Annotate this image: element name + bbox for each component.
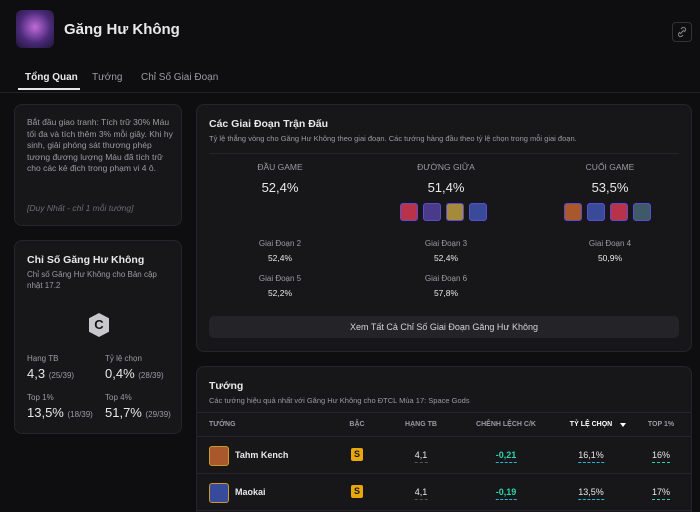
place-delta: -0,21 [495, 450, 517, 463]
card-title: Các Giai Đoạn Trận Đấu [209, 118, 329, 130]
table-row[interactable] [197, 474, 691, 511]
top1-rate: 17% [651, 487, 671, 500]
page-title: Găng Hư Không [64, 21, 180, 38]
stat-label: Hạng TB [27, 354, 59, 363]
phase-label: ĐẦU GAME [257, 162, 303, 172]
column-header[interactable]: TỶ LỆ CHỌN [569, 421, 613, 428]
tier-badge: C [89, 313, 109, 337]
top1-rate: 16% [651, 450, 671, 463]
champion-icon [446, 203, 464, 221]
top1-rate: 16% [651, 450, 671, 463]
stage-label: Giai Đoạn 6 [424, 274, 468, 283]
stat-value: 13,5% (18/39) [27, 405, 93, 420]
item-icon [16, 10, 54, 48]
stat-label: Tỷ lệ chọn [105, 354, 142, 363]
avg-place: 4,1 [414, 450, 428, 463]
stat-value: 51,7% (29/39) [105, 405, 171, 420]
stats-card: Chỉ Số Găng Hư Không Chỉ số Găng Hư Khôn… [14, 240, 182, 434]
tab[interactable]: Tướng [92, 72, 123, 83]
champion-icon [209, 483, 229, 503]
column-header[interactable]: HẠNG TB [405, 421, 437, 428]
stage-label: Giai Đoạn 5 [258, 274, 302, 283]
stat-value: 0,4% [105, 366, 135, 381]
place-delta: -0,21 [495, 450, 517, 463]
sort-arrow [620, 423, 626, 427]
divider [209, 153, 679, 154]
place-delta: -0,19 [495, 487, 517, 500]
stage-label: Giai Đoạn 4 [588, 239, 632, 248]
divider [197, 412, 691, 413]
avg-place: 4,1 [414, 450, 428, 463]
note: [Duy Nhất - chỉ 1 mỗi tướng] [27, 203, 134, 213]
stat-label: Top 4% [105, 393, 132, 402]
column-header[interactable]: BẬC [349, 421, 365, 428]
description-card: Bắt đầu giao tranh: Tích trữ 30% Máu tối… [14, 104, 182, 226]
champion-name[interactable]: Tahm Kench [235, 450, 289, 460]
stage-value: 50,9% [597, 253, 623, 263]
stat-rank: (28/39) [138, 371, 164, 380]
card-title: Tướng [209, 380, 244, 392]
tab[interactable]: Tổng Quan [25, 72, 78, 83]
champion-icon [209, 446, 229, 466]
stage-label: Giai Đoạn 2 [258, 239, 302, 248]
card-title: Chỉ Số Găng Hư Không [27, 254, 145, 266]
pick-rate: 16,1% [578, 450, 604, 463]
phase-label: CUỐI GAME [585, 162, 635, 172]
stage-value: 52,4% [267, 253, 293, 263]
stages-card: Các Giai Đoạn Trận Đấu Tỷ lệ thắng vòng … [196, 104, 692, 352]
pick-rate: 16,1% [578, 450, 604, 463]
stage-value: 52,4% [433, 253, 459, 263]
tab[interactable]: Chỉ Số Giai Đoạn [141, 72, 219, 83]
stat-rank: (29/39) [145, 410, 171, 419]
champions-card: Tướng Các tướng hiệu quả nhất với Găng H… [196, 366, 692, 512]
top1-rate: 17% [651, 487, 671, 500]
table-row[interactable] [197, 437, 691, 474]
champion-icon [469, 203, 487, 221]
pick-rate: 13,5% [578, 487, 604, 500]
card-subtitle: Tỷ lệ thắng vòng cho Găng Hư Không theo … [209, 134, 577, 143]
column-header[interactable]: CHÊNH LỆCH C/K [476, 421, 536, 428]
description: Bắt đầu giao tranh: Tích trữ 30% Máu tối… [27, 117, 173, 173]
phase-label: ĐƯỜNG GIỮA [417, 162, 475, 172]
tab-underline [18, 88, 80, 90]
pick-rate: 13,5% [578, 487, 604, 500]
card-subtitle: Chỉ số Găng Hư Không cho Bản cập nhật 17… [27, 270, 157, 290]
tier-badge: S [351, 448, 363, 461]
tier-badge: S [351, 485, 363, 498]
stage-value: 52,2% [267, 288, 293, 298]
stat-value: 4,3 [27, 366, 46, 381]
champion-name[interactable]: Maokai [235, 487, 266, 497]
champion-icon [400, 203, 418, 221]
phase-value: 52,4% [261, 180, 299, 195]
place-delta: -0,19 [495, 487, 517, 500]
stat-value: 0,4% (28/39) [105, 366, 164, 381]
champion-icon [633, 203, 651, 221]
stat-rank: (25/39) [48, 371, 75, 380]
stage-value: 57,8% [433, 288, 459, 298]
stage-label: Giai Đoạn 3 [424, 239, 468, 248]
champion-icon [610, 203, 628, 221]
column-header[interactable]: TOP 1% [647, 421, 675, 428]
stat-value: 51,7% [105, 405, 142, 420]
column-header[interactable]: TƯỚNG [209, 421, 236, 428]
stat-label: Top 1% [27, 393, 54, 402]
champion-icon [564, 203, 582, 221]
phase-value: 51,4% [427, 180, 465, 195]
avg-place: 4,1 [414, 487, 428, 500]
link-button[interactable] [672, 22, 692, 42]
stat-value: 13,5% [27, 405, 64, 420]
champion-icon [587, 203, 605, 221]
view-all-button[interactable]: Xem Tất Cả Chỉ Số Giai Đoạn Găng Hư Khôn… [209, 316, 679, 338]
card-subtitle: Các tướng hiệu quả nhất với Găng Hư Khôn… [209, 396, 470, 405]
avg-place: 4,1 [414, 487, 428, 500]
stat-value: 4,3 (25/39) [27, 366, 74, 381]
divider [0, 92, 700, 93]
stat-rank: (18/39) [67, 410, 93, 419]
phase-value: 53,5% [591, 180, 629, 195]
divider [197, 436, 691, 437]
champion-icon [423, 203, 441, 221]
